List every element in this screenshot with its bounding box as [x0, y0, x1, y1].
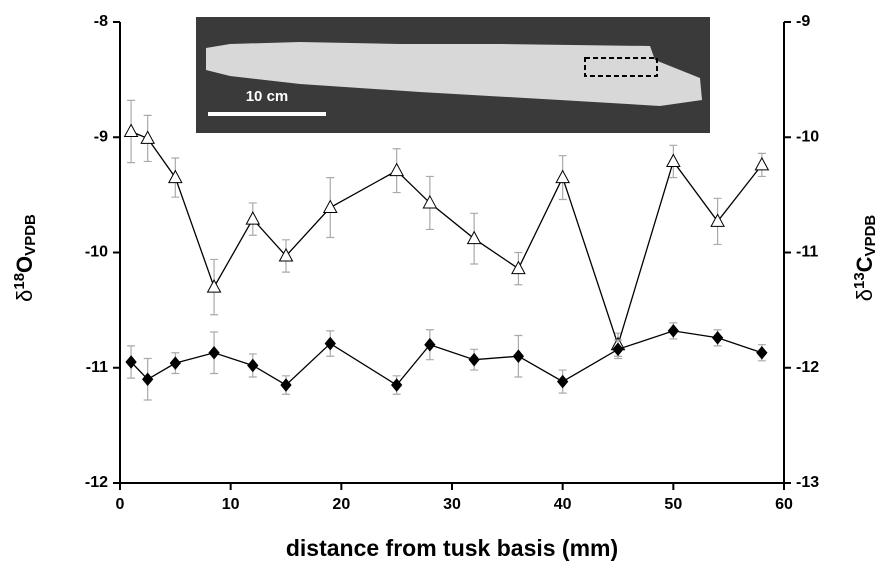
scale-bar	[208, 112, 326, 116]
x-tick-label: 0	[116, 496, 125, 513]
marker	[280, 378, 292, 392]
y-axis-label: δ18OVPDB	[11, 214, 39, 302]
marker	[324, 336, 336, 351]
x-tick-label: 40	[554, 496, 572, 513]
series-line	[130, 330, 763, 386]
x-tick-label: 20	[332, 496, 350, 513]
y2-tick-label: -11	[796, 244, 818, 261]
marker	[468, 352, 480, 367]
scale-label: 10 cm	[246, 88, 289, 105]
marker	[665, 153, 681, 167]
x-tick-label: 10	[222, 496, 240, 513]
marker	[754, 156, 770, 171]
marker	[391, 378, 403, 392]
x-tick-label: 30	[443, 496, 461, 513]
marker	[169, 356, 181, 370]
y-tick-label: -12	[85, 474, 108, 491]
marker	[322, 199, 338, 214]
marker	[389, 162, 405, 177]
marker	[511, 260, 526, 275]
marker	[206, 279, 222, 293]
y-tick-label: -11	[86, 359, 108, 376]
y-tick-label: -9	[94, 128, 108, 145]
marker	[245, 211, 261, 225]
sample-box	[584, 57, 658, 77]
marker	[557, 374, 569, 389]
marker	[711, 331, 724, 345]
marker	[756, 345, 768, 360]
inset-photo: 10 cm	[196, 17, 710, 133]
y2-tick-label: -10	[796, 128, 819, 145]
y2-tick-label: -9	[796, 13, 810, 30]
y-tick-label: -8	[94, 13, 108, 30]
marker	[424, 337, 436, 352]
marker	[142, 372, 154, 387]
x-axis-label: distance from tusk basis (mm)	[286, 535, 618, 561]
marker	[710, 213, 725, 227]
marker	[123, 123, 139, 137]
marker	[140, 130, 156, 144]
x-tick-label: 50	[664, 496, 682, 513]
marker	[555, 169, 571, 184]
y2-tick-label: -13	[796, 474, 819, 491]
marker	[466, 230, 482, 245]
marker	[125, 355, 137, 369]
series-line	[130, 130, 763, 347]
marker	[422, 194, 438, 209]
y2-axis-label: δ13CVPDB	[851, 215, 879, 302]
tusk	[206, 42, 702, 106]
marker	[612, 342, 624, 357]
marker	[278, 247, 294, 262]
marker	[208, 345, 220, 360]
marker	[247, 358, 259, 373]
x-tick-label: 60	[775, 496, 793, 513]
marker	[167, 169, 183, 184]
y-tick-label: -10	[85, 244, 108, 261]
marker	[667, 324, 679, 338]
marker	[512, 349, 525, 364]
y2-tick-label: -12	[796, 359, 819, 376]
